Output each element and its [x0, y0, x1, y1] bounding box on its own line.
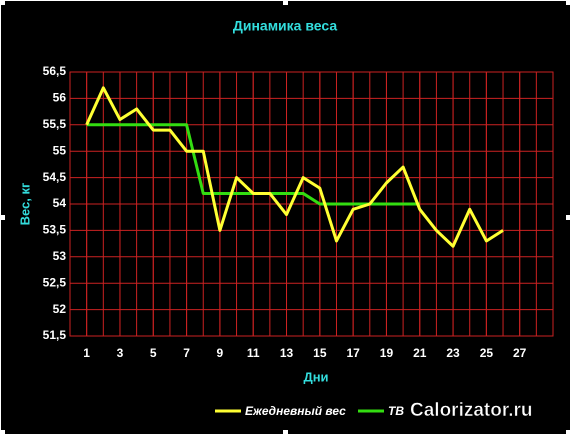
x-tick-label: 1: [83, 346, 90, 360]
x-tick-label: 5: [150, 346, 157, 360]
y-tick-label: 54,5: [43, 170, 67, 184]
x-tick-label: 3: [117, 346, 124, 360]
series-line: [85, 86, 504, 248]
y-tick-label: 52,5: [43, 275, 67, 289]
legend-label: Ежедневный вес: [245, 404, 346, 418]
x-tick-label: 17: [346, 346, 360, 360]
x-tick-label: 13: [280, 346, 294, 360]
y-tick-label: 56: [53, 91, 67, 105]
y-axis-title: Вес, кг: [17, 182, 32, 225]
x-axis-title: Дни: [303, 369, 328, 384]
watermark: Calorizator.ru: [410, 400, 532, 421]
y-tick-label: 54: [53, 196, 67, 210]
plot-border: [69, 71, 554, 337]
y-tick-label: 55: [53, 143, 67, 157]
y-tick-label: 53: [53, 249, 67, 263]
y-tick-label: 56,5: [43, 64, 67, 78]
x-tick-label: 9: [217, 346, 224, 360]
x-tick-label: 11: [247, 346, 260, 360]
y-tick-label: 51,5: [43, 328, 67, 342]
legend-label: ТВ: [388, 404, 404, 418]
x-tick-label: 21: [413, 346, 427, 360]
chart-title: Динамика веса: [233, 18, 337, 34]
x-tick-label: 23: [446, 346, 460, 360]
x-tick-label: 27: [513, 346, 527, 360]
x-tick-label: 25: [480, 346, 494, 360]
x-tick-label: 7: [183, 346, 190, 360]
y-tick-label: 53,5: [43, 223, 67, 237]
x-tick-label: 19: [380, 346, 394, 360]
y-tick-label: 55,5: [43, 117, 67, 131]
y-tick-label: 52: [53, 302, 67, 316]
x-tick-label: 15: [313, 346, 327, 360]
